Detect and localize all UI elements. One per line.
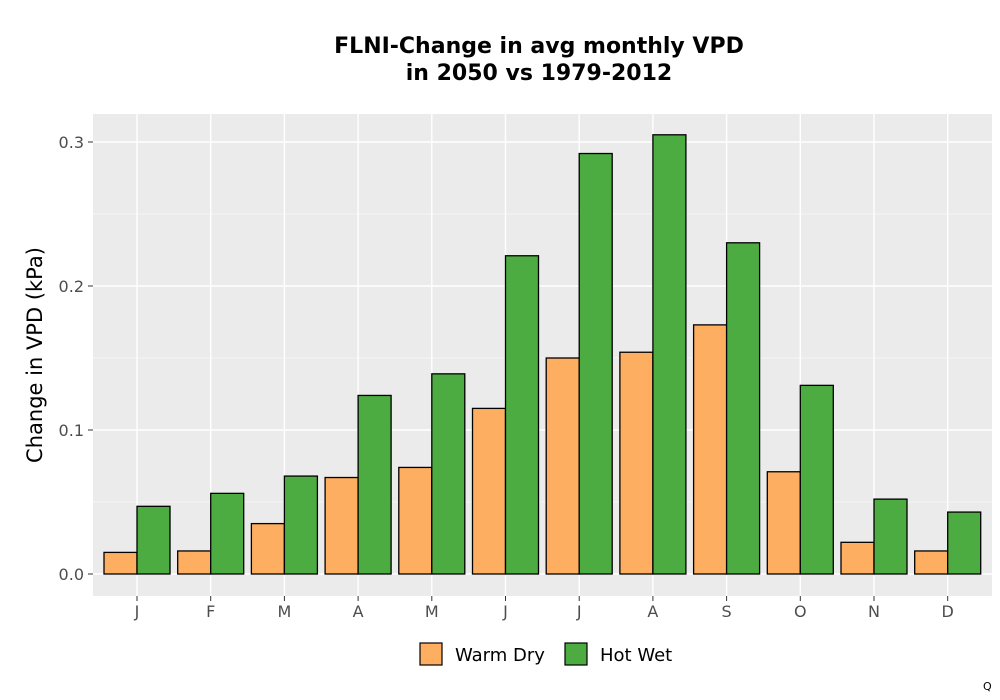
bar-hot-wet-2: [283, 475, 319, 575]
x-tick-label: M: [425, 602, 439, 621]
bar-warm-dry-6: [545, 357, 580, 575]
bar-warm-dry-1: [177, 550, 212, 575]
y-axis-title: Change in VPD (kPa): [23, 247, 47, 463]
x-tick-label: J: [502, 602, 508, 621]
bar-hot-wet-9: [799, 384, 834, 575]
bar-warm-dry-2: [250, 522, 286, 575]
x-tick-label: J: [576, 602, 582, 621]
bar-hot-wet-11: [947, 511, 982, 575]
bar-hot-wet-6: [578, 152, 613, 575]
x-tick-label: S: [722, 602, 732, 621]
legend-label-hot-wet: Hot Wet: [600, 645, 672, 666]
y-tick-label: 0.1: [59, 421, 84, 440]
bars: [103, 134, 982, 575]
bar-warm-dry-8: [692, 324, 728, 575]
chart-title-line-1: FLNI-Change in avg monthly VPD: [334, 34, 744, 59]
bar-hot-wet-0: [136, 505, 171, 575]
bar-hot-wet-1: [210, 492, 245, 575]
bar-warm-dry-5: [471, 407, 507, 575]
bar-warm-dry-9: [766, 471, 801, 575]
legend-swatch-hot-wet: [564, 642, 588, 666]
x-tick-label: A: [353, 602, 364, 621]
bar-hot-wet-8: [725, 242, 761, 575]
y-axis-ticks: 0.0 0.1 0.2 0.3: [59, 133, 93, 584]
bar-hot-wet-3: [357, 394, 392, 575]
bar-hot-wet-4: [431, 373, 466, 575]
x-tick-label: D: [942, 602, 954, 621]
bar-warm-dry-10: [840, 541, 875, 575]
y-tick-label: 0.2: [59, 277, 84, 296]
bar-hot-wet-10: [873, 498, 908, 575]
x-tick-label: J: [134, 602, 140, 621]
x-tick-label: M: [277, 602, 291, 621]
chart-title-line-2: in 2050 vs 1979-2012: [406, 61, 672, 86]
bar-warm-dry-7: [619, 351, 654, 575]
bar-hot-wet-5: [504, 255, 540, 575]
legend: Warm Dry Hot Wet: [419, 642, 672, 666]
bar-warm-dry-11: [914, 550, 949, 575]
y-tick-label: 0.3: [59, 133, 84, 152]
x-tick-label: N: [868, 602, 880, 621]
bar-warm-dry-3: [324, 476, 359, 575]
legend-label-warm-dry: Warm Dry: [455, 645, 545, 666]
x-tick-label: O: [794, 602, 807, 621]
x-tick-label: F: [206, 602, 215, 621]
corner-mark: Q: [983, 680, 992, 693]
bar-hot-wet-7: [652, 134, 687, 575]
legend-swatch-warm-dry: [419, 642, 443, 666]
x-tick-label: A: [647, 602, 658, 621]
y-tick-label: 0.0: [59, 565, 84, 584]
bar-warm-dry-4: [398, 466, 433, 575]
bar-warm-dry-0: [103, 551, 138, 575]
